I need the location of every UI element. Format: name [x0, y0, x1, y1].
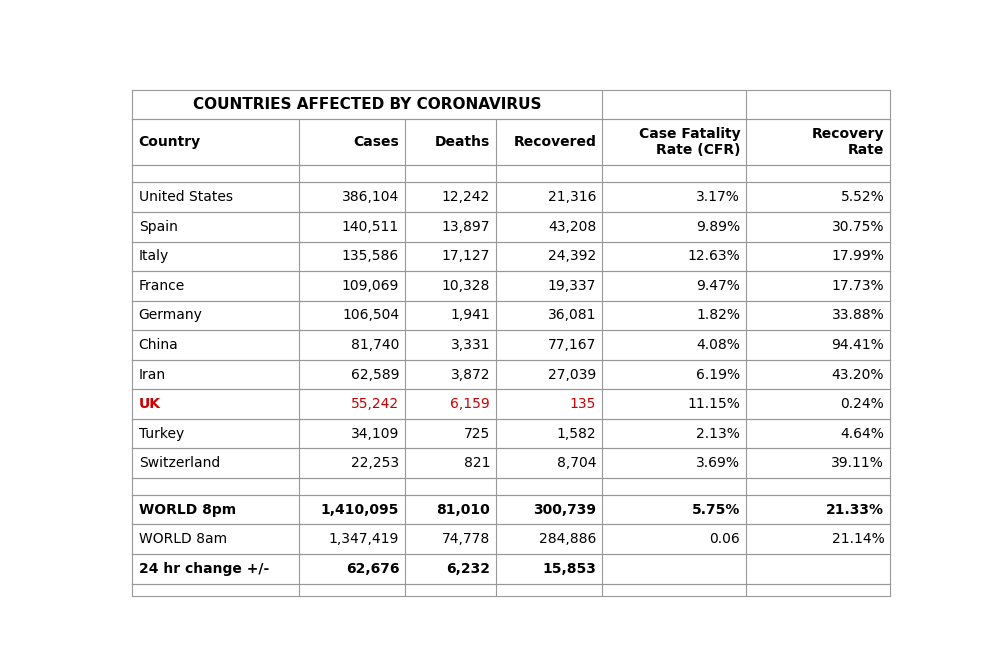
Text: 15,853: 15,853 [542, 562, 596, 576]
Text: COUNTRIES AFFECTED BY CORONAVIRUS: COUNTRIES AFFECTED BY CORONAVIRUS [194, 97, 542, 112]
Text: 821: 821 [464, 456, 490, 470]
Text: 21.14%: 21.14% [831, 532, 884, 546]
Text: 22,253: 22,253 [351, 456, 399, 470]
Text: 21.33%: 21.33% [826, 502, 884, 516]
Text: 0.24%: 0.24% [840, 397, 884, 411]
Text: 62,589: 62,589 [350, 367, 399, 381]
Text: 12,242: 12,242 [442, 190, 490, 204]
Text: 17.73%: 17.73% [831, 279, 884, 293]
Text: Deaths: Deaths [435, 134, 490, 149]
Text: Cases: Cases [353, 134, 399, 149]
Text: 43.20%: 43.20% [831, 367, 884, 381]
Text: Recovered: Recovered [513, 134, 596, 149]
Text: 13,897: 13,897 [442, 220, 490, 234]
Text: 1,941: 1,941 [450, 308, 490, 322]
Text: 6.19%: 6.19% [697, 367, 741, 381]
Text: 43,208: 43,208 [548, 220, 596, 234]
Text: 140,511: 140,511 [342, 220, 399, 234]
Text: United States: United States [139, 190, 233, 204]
Text: 24 hr change +/-: 24 hr change +/- [139, 562, 268, 576]
Text: 81,010: 81,010 [436, 502, 490, 516]
Text: WORLD 8pm: WORLD 8pm [139, 502, 236, 516]
Text: 77,167: 77,167 [548, 338, 596, 352]
Text: 135: 135 [570, 397, 596, 411]
Text: 135,586: 135,586 [342, 250, 399, 263]
Text: 1,582: 1,582 [557, 427, 596, 441]
Text: 1.82%: 1.82% [697, 308, 741, 322]
Text: 17.99%: 17.99% [831, 250, 884, 263]
Text: 34,109: 34,109 [350, 427, 399, 441]
Text: Germany: Germany [139, 308, 203, 322]
Text: Spain: Spain [139, 220, 178, 234]
Text: 1,347,419: 1,347,419 [328, 532, 399, 546]
Text: China: China [139, 338, 179, 352]
Text: 300,739: 300,739 [533, 502, 596, 516]
Text: 33.88%: 33.88% [831, 308, 884, 322]
Text: Iran: Iran [139, 367, 166, 381]
Text: WORLD 8am: WORLD 8am [139, 532, 227, 546]
Text: 27,039: 27,039 [548, 367, 596, 381]
Text: 284,886: 284,886 [539, 532, 596, 546]
Text: 106,504: 106,504 [342, 308, 399, 322]
Text: 5.75%: 5.75% [692, 502, 741, 516]
Text: 8,704: 8,704 [557, 456, 596, 470]
Text: Italy: Italy [139, 250, 169, 263]
Text: 55,242: 55,242 [351, 397, 399, 411]
Text: 109,069: 109,069 [341, 279, 399, 293]
Text: 386,104: 386,104 [342, 190, 399, 204]
Text: 6,159: 6,159 [450, 397, 490, 411]
Text: 81,740: 81,740 [350, 338, 399, 352]
Text: 17,127: 17,127 [442, 250, 490, 263]
Text: 10,328: 10,328 [442, 279, 490, 293]
Text: 94.41%: 94.41% [831, 338, 884, 352]
Text: 3,331: 3,331 [451, 338, 490, 352]
Text: 74,778: 74,778 [442, 532, 490, 546]
Text: 2.13%: 2.13% [697, 427, 741, 441]
Text: 0.06: 0.06 [710, 532, 741, 546]
Text: Country: Country [139, 134, 201, 149]
Text: 1,410,095: 1,410,095 [320, 502, 399, 516]
Text: Turkey: Turkey [139, 427, 184, 441]
Text: Case Fatality
Rate (CFR): Case Fatality Rate (CFR) [639, 126, 741, 157]
Text: 11.15%: 11.15% [688, 397, 741, 411]
Text: 725: 725 [464, 427, 490, 441]
Text: 24,392: 24,392 [548, 250, 596, 263]
Text: 6,232: 6,232 [446, 562, 490, 576]
Text: 3.17%: 3.17% [697, 190, 741, 204]
Text: 21,316: 21,316 [548, 190, 596, 204]
Text: 4.08%: 4.08% [697, 338, 741, 352]
Text: 62,676: 62,676 [345, 562, 399, 576]
Text: France: France [139, 279, 185, 293]
Text: 4.64%: 4.64% [840, 427, 884, 441]
Text: 3.69%: 3.69% [697, 456, 741, 470]
Text: UK: UK [139, 397, 161, 411]
Text: Switzerland: Switzerland [139, 456, 220, 470]
Text: 12.63%: 12.63% [688, 250, 741, 263]
Text: 9.89%: 9.89% [697, 220, 741, 234]
Text: 5.52%: 5.52% [840, 190, 884, 204]
Text: 36,081: 36,081 [548, 308, 596, 322]
Text: 30.75%: 30.75% [831, 220, 884, 234]
Text: 3,872: 3,872 [451, 367, 490, 381]
Text: Recovery
Rate: Recovery Rate [811, 126, 884, 157]
Text: 19,337: 19,337 [548, 279, 596, 293]
Text: 9.47%: 9.47% [697, 279, 741, 293]
Text: 39.11%: 39.11% [831, 456, 884, 470]
